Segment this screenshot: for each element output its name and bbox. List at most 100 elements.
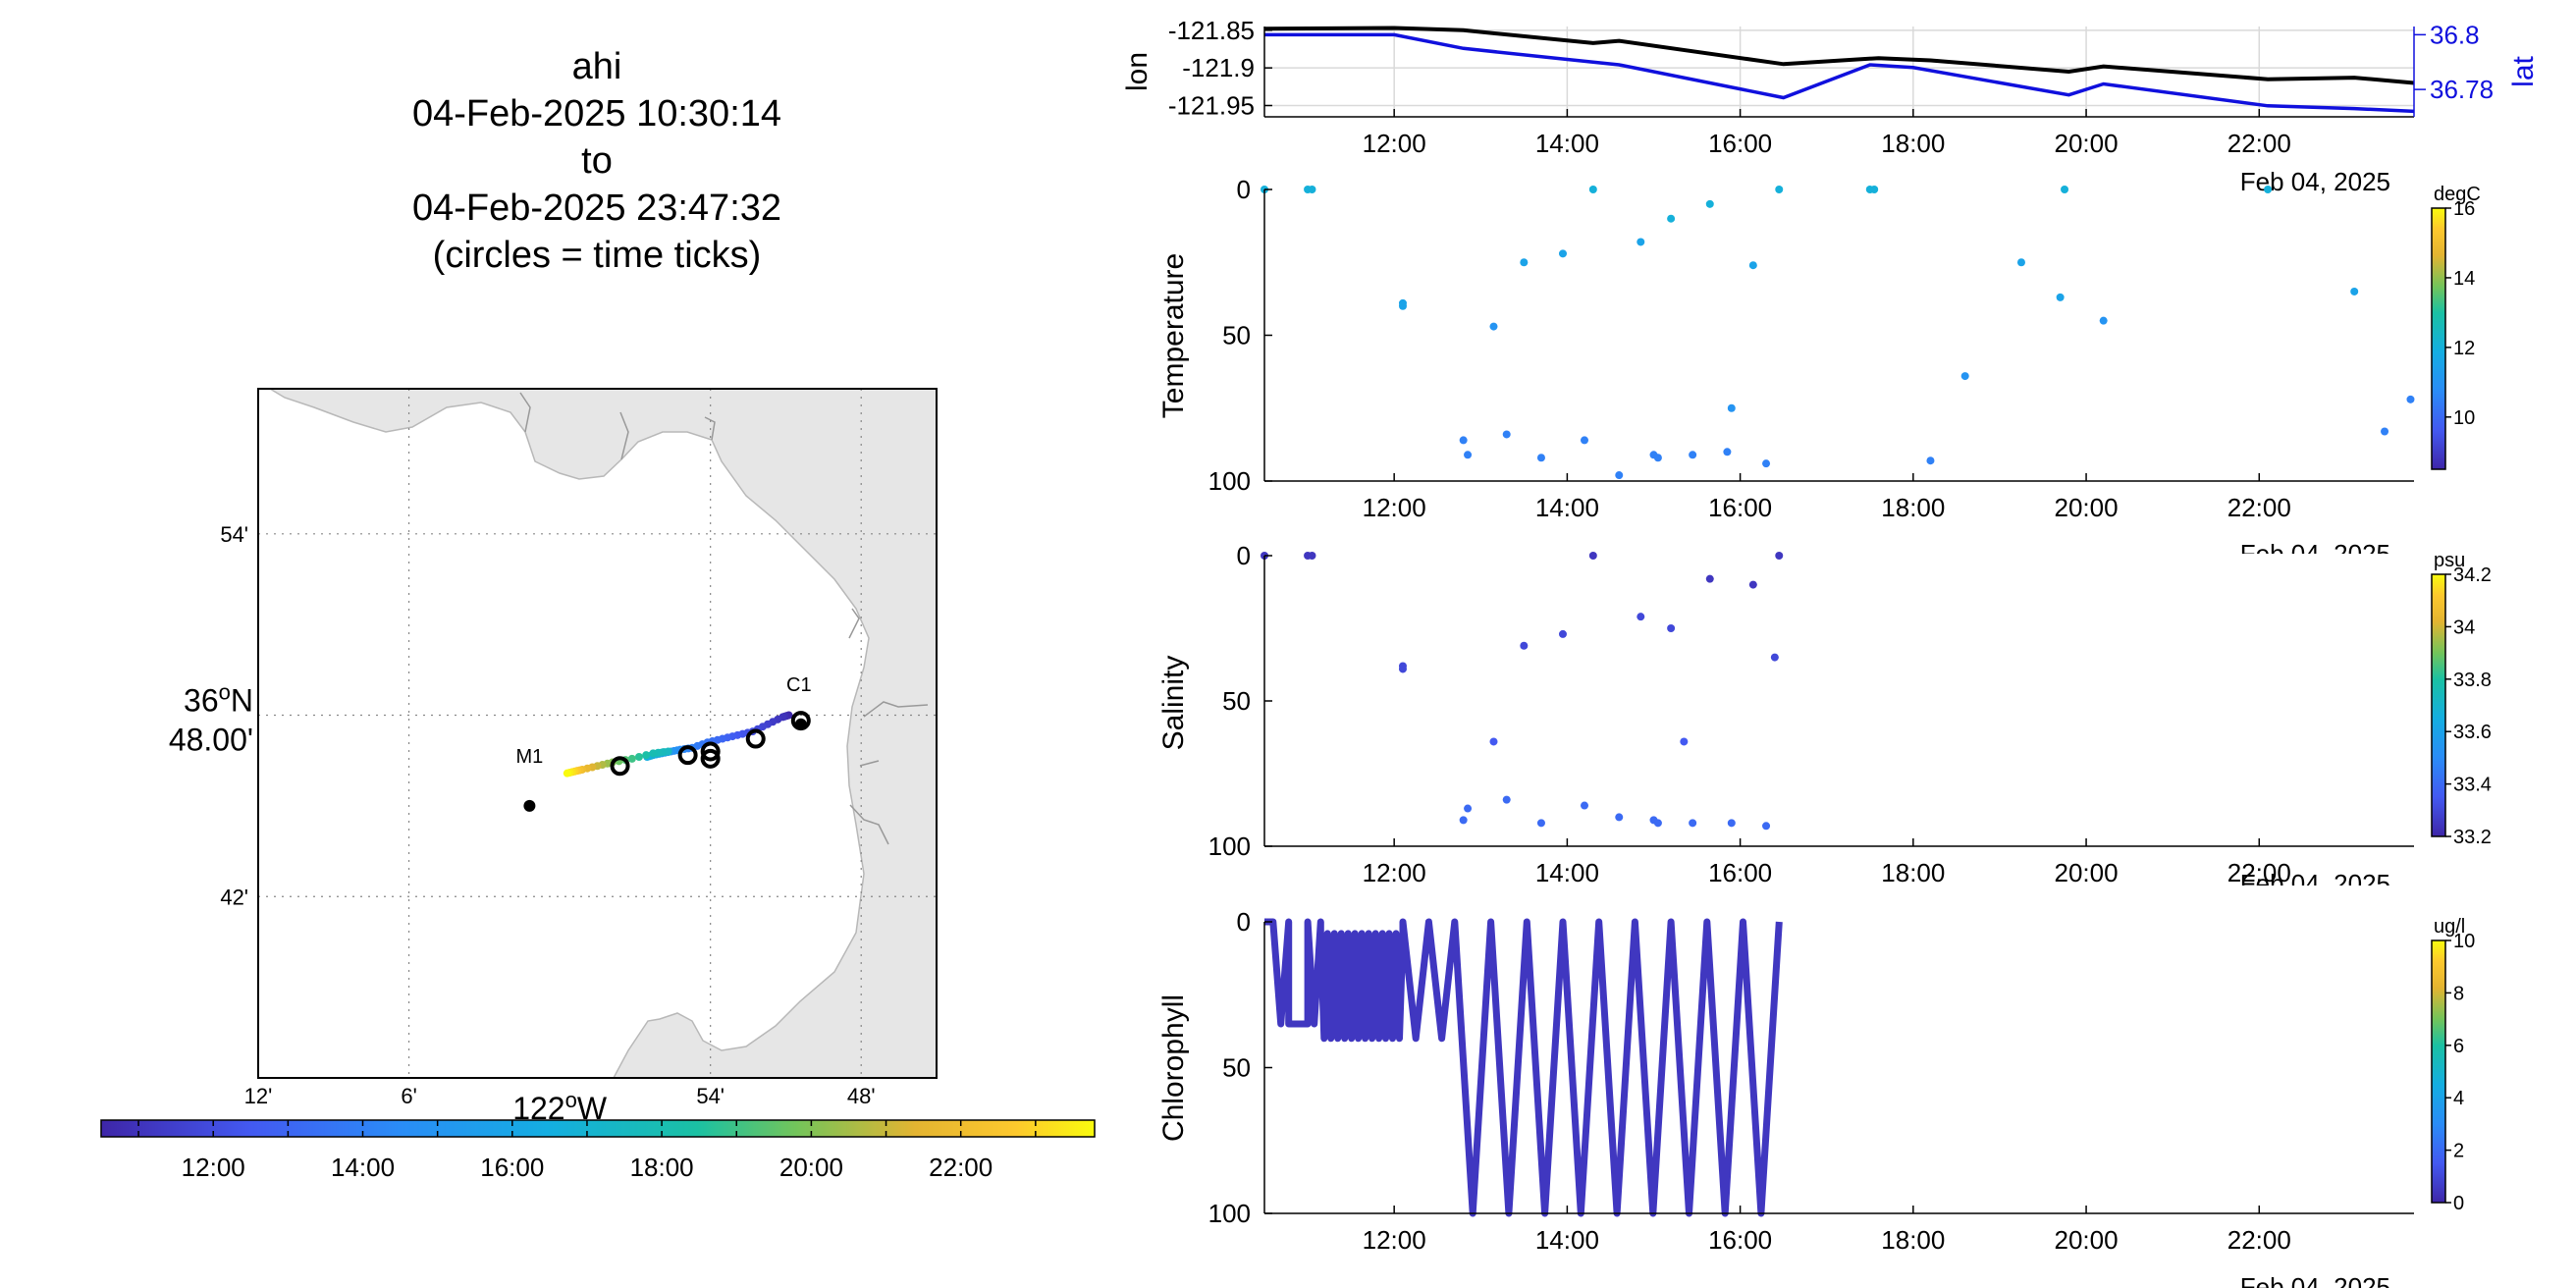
title-line-1: ahi	[572, 46, 622, 87]
salinity-point	[1748, 580, 1757, 589]
x-tick-label: 14:00	[1535, 858, 1599, 887]
y-tick-label: 50	[1222, 321, 1251, 350]
colorbar-unit-label: degC	[2434, 184, 2481, 205]
salinity-point	[1689, 819, 1697, 828]
x-tick-label: 22:00	[2227, 493, 2291, 522]
track-point	[642, 751, 651, 760]
salinity-point	[1653, 819, 1662, 828]
temperature-point	[1520, 258, 1529, 267]
station-label: C1	[786, 674, 812, 696]
temperature-point	[2264, 186, 2273, 193]
y-axis-label: Chlorophyll	[1157, 994, 1190, 1142]
x-tick-label: 20:00	[2055, 129, 2119, 158]
salinity-point	[1615, 813, 1624, 822]
river-4	[848, 608, 860, 639]
salinity-point	[1727, 819, 1736, 828]
x-tick-label: 12:00	[1363, 858, 1426, 887]
colorbar-tick-label: 6	[2453, 1036, 2464, 1057]
map-stations: M1 C1	[516, 674, 812, 812]
temperature-point	[1615, 471, 1624, 480]
temperature-date-label: Feb 04, 2025	[2240, 539, 2390, 568]
map-x-tick-label: 48'	[847, 1084, 876, 1108]
x-tick-label: 22:00	[2227, 1225, 2291, 1255]
time-tick-circle	[700, 748, 721, 769]
salinity-point	[1762, 822, 1771, 831]
river-5	[863, 701, 929, 718]
river-7	[849, 804, 889, 845]
colorbar-gradient	[2431, 939, 2446, 1204]
salinity-point	[1667, 624, 1676, 632]
salinity-point	[1502, 795, 1511, 804]
map-grid	[258, 389, 937, 1078]
time-colorbar-tick-label: 20:00	[779, 1153, 843, 1182]
time-tick-circle	[700, 741, 721, 762]
temperature-point	[1667, 214, 1676, 223]
land-polygon	[258, 389, 937, 1078]
colorbar-tick-label: 33.6	[2453, 722, 2492, 743]
lon-tick-label: -121.85	[1168, 16, 1255, 45]
colorbar-tick-label: 12	[2453, 338, 2475, 359]
colorbar-unit-label: psu	[2434, 550, 2465, 571]
temperature-point	[1762, 459, 1771, 468]
map-x-tick-label: 54'	[696, 1084, 724, 1108]
temperature-point	[1502, 430, 1511, 439]
chlorophyll-profile-line	[1264, 918, 1783, 1217]
track-point	[627, 754, 636, 763]
colorbar-tick-label: 34	[2453, 617, 2475, 638]
colorbar-gradient	[2431, 573, 2446, 837]
temperature-point	[1705, 199, 1714, 208]
y-tick-label: 0	[1237, 541, 1251, 570]
title-line-3: to	[581, 140, 613, 182]
temperature-point	[1775, 186, 1784, 193]
salinity-point	[1459, 816, 1468, 825]
time-colorbar-gradient	[100, 1119, 1096, 1138]
temperature-point	[2016, 258, 2025, 267]
track-point	[563, 769, 571, 778]
x-tick-label: 22:00	[2227, 858, 2291, 887]
temperature-point	[1748, 261, 1757, 270]
title-line-4: 04-Feb-2025 23:47:32	[412, 188, 781, 229]
colorbar-gradient	[2431, 207, 2446, 470]
lat-tick-label: 36.8	[2430, 20, 2480, 49]
y-tick-label: 50	[1222, 686, 1251, 716]
station-marker	[523, 799, 536, 812]
map-y-tick-label: 54'	[220, 522, 248, 547]
temperature-point	[2406, 395, 2415, 403]
x-tick-label: 18:00	[1881, 493, 1945, 522]
colorbar-tick-label: 14	[2453, 268, 2475, 290]
temperature-point	[2099, 316, 2108, 325]
salinity-point	[1705, 574, 1714, 583]
x-tick-label: 16:00	[1708, 858, 1772, 887]
x-tick-label: 18:00	[1881, 858, 1945, 887]
time-colorbar-tick-label: 12:00	[182, 1153, 245, 1182]
river-3	[704, 416, 716, 441]
river-6	[859, 760, 880, 767]
y-tick-label: 100	[1208, 832, 1251, 861]
x-tick-label: 16:00	[1708, 1225, 1772, 1255]
title-line-2: 04-Feb-2025 10:30:14	[412, 93, 781, 134]
date-label: Feb 04, 2025	[2240, 167, 2390, 196]
temperature-point	[1727, 403, 1736, 412]
map-x-tick-label: 12'	[244, 1084, 273, 1108]
colorbar-tick-label: 10	[2453, 931, 2475, 952]
colorbar-tick-label: 33.8	[2453, 670, 2492, 691]
time-colorbar-tick-label: 14:00	[331, 1153, 395, 1182]
colorbar-tick-label: 34.2	[2453, 564, 2492, 586]
x-tick-label: 14:00	[1535, 493, 1599, 522]
colorbar-tick-label: 0	[2453, 1193, 2464, 1214]
map-y-main-sublabel: 48.00'	[169, 723, 253, 758]
y-tick-label: 100	[1208, 466, 1251, 496]
river-2	[619, 411, 629, 460]
lon-lat-panel: -121.85 -121.9 -121.95 36.8 36.78 lon lat 12:00…	[1121, 16, 2540, 196]
temperature-point	[2350, 287, 2359, 295]
salinity-point	[1558, 629, 1567, 638]
map-x-tick-label: 6'	[401, 1084, 416, 1108]
salinity-point	[1308, 552, 1316, 560]
lon-tick-label: -121.9	[1182, 53, 1255, 82]
lat-axis-label: lat	[2507, 55, 2540, 86]
salinity-point	[1398, 665, 1407, 673]
salinity-point	[1680, 737, 1689, 746]
y-axis-label: Salinity	[1157, 656, 1190, 751]
